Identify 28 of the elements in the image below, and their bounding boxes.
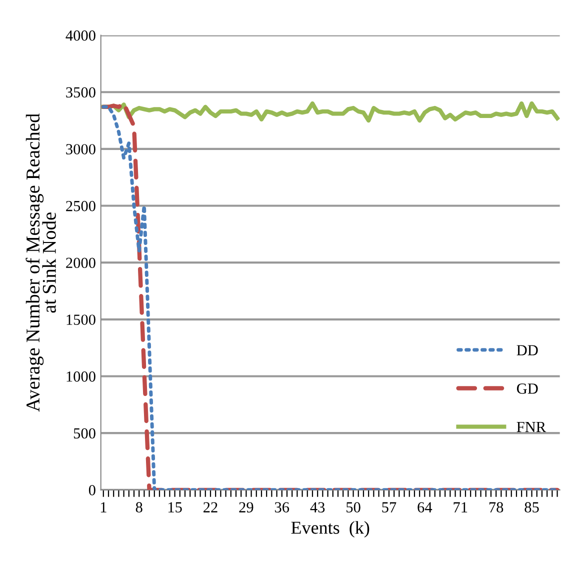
y-tick-label: 3500 bbox=[66, 87, 96, 98]
x-tick-label: 36 bbox=[274, 502, 290, 512]
y-tick-label: 1500 bbox=[66, 314, 96, 325]
y-tick-label: 3000 bbox=[66, 144, 96, 154]
x-tick-label: 1 bbox=[100, 502, 106, 512]
legend-label: FNR bbox=[516, 422, 546, 432]
x-tick-label: 71 bbox=[454, 502, 468, 512]
x-tick-label: 85 bbox=[524, 502, 539, 512]
x-tick-label: 57 bbox=[382, 502, 396, 512]
x-axis-title: Events (k) bbox=[291, 521, 370, 538]
y-tick-label: 4000 bbox=[66, 30, 96, 41]
x-tick-label: 8 bbox=[136, 502, 142, 512]
legend-label: GD bbox=[516, 383, 538, 394]
x-tick-label: 78 bbox=[489, 502, 504, 512]
x-tick-label: 15 bbox=[168, 502, 182, 512]
y-tick-label: 2000 bbox=[66, 258, 96, 268]
x-tick-label: 22 bbox=[204, 502, 218, 512]
y-tick-label: 0 bbox=[88, 485, 96, 496]
x-tick-label: 64 bbox=[418, 502, 432, 512]
x-tick-label: 43 bbox=[310, 502, 325, 512]
y-tick-label: 2500 bbox=[66, 200, 96, 212]
legend-label: DD bbox=[516, 345, 538, 356]
y-tick-label: 500 bbox=[74, 428, 96, 439]
y-tick-label: 1000 bbox=[66, 371, 96, 382]
y-axis-title: Average Number of Message Reached at Sink Node bbox=[26, 113, 56, 412]
line-series bbox=[101, 101, 560, 123]
x-tick-label: 29 bbox=[239, 502, 254, 512]
x-tick-label: 50 bbox=[346, 502, 360, 512]
